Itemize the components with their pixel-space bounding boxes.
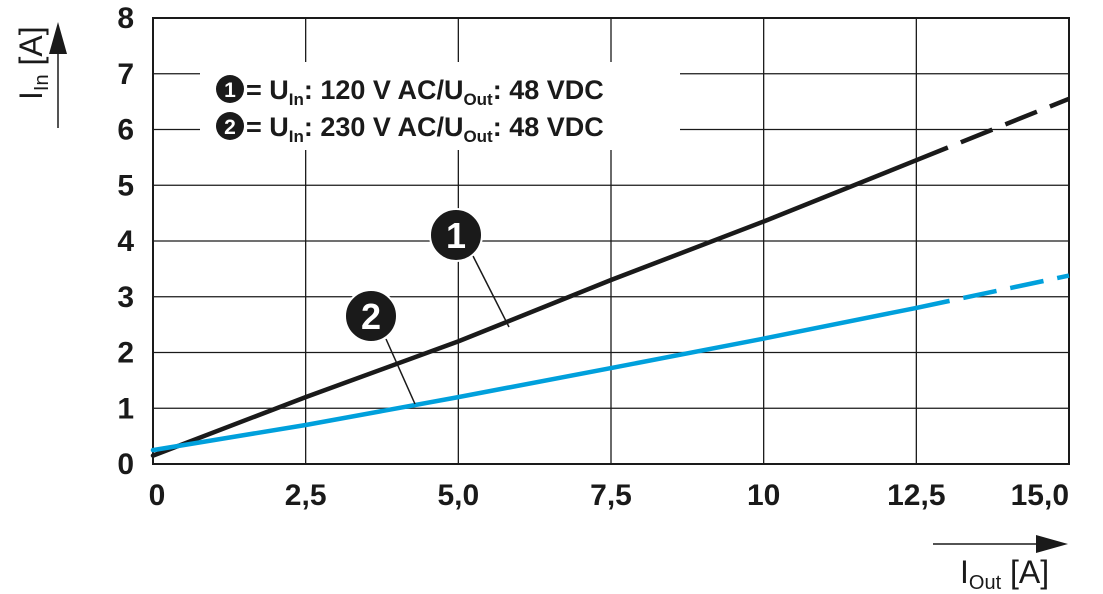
y-tick-label: 8 [117,2,134,35]
callout-marker-1 [429,208,483,262]
x-axis-arrow-head [1036,535,1068,553]
y-tick-label: 0 [117,448,134,481]
legend-marker-2 [216,112,244,140]
legend-entry-1: = UIn: 120 V AC/UOut: 48 VDC [246,75,604,109]
x-tick-label: 5,0 [437,479,479,512]
series-callouts: 12 [344,208,510,405]
y-tick-labels: 0 1 2 3 4 5 6 7 8 [117,2,134,481]
x-axis-title: IOut [A] [960,554,1049,594]
legend-marker-label: 2 [224,116,236,139]
legend-entry-2: = UIn: 230 V AC/UOut: 48 VDC [246,112,604,146]
y-tick-label: 5 [117,169,134,202]
series-lines [150,96,1070,458]
plot-frame [152,17,1070,465]
y-tick-label: 1 [117,392,134,425]
x-tick-labels: 0 2,5 5,0 7,5 10 12,5 15,0 [149,479,1069,512]
legend-background [200,62,680,150]
callout-marker-2 [344,289,398,343]
y-tick-label: 2 [117,337,134,370]
series-2-dashed-line [915,273,1070,311]
plot-border [152,17,1070,465]
y-axis-title: IIn [A] [13,26,53,100]
callout-marker-label: 1 [446,215,466,256]
x-tick-label: 2,5 [285,479,327,512]
callout-leader-1 [472,255,510,328]
series-1-line [150,157,919,458]
series-2-line [150,305,919,453]
y-tick-label: 6 [117,114,134,147]
x-tick-label: 15,0 [1011,479,1069,512]
legend-marker-label: 1 [224,79,236,102]
x-tick-label: 12,5 [887,479,945,512]
y-tick-label: 3 [117,281,134,314]
legend: 1 = UIn: 120 V AC/UOut: 48 VDC 2 = UIn: 2… [200,62,680,150]
series-1-dashed-line [915,96,1070,163]
axis-titles: IOut [A] IIn [A] [13,22,1068,594]
x-tick-label: 0 [149,479,166,512]
y-tick-label: 4 [117,225,134,258]
y-tick-label: 7 [117,58,134,91]
callout-leader-2 [385,338,416,405]
x-tick-label: 7,5 [590,479,632,512]
x-tick-label: 10 [747,479,780,512]
y-axis-arrow-head [49,22,67,54]
callout-marker-label: 2 [361,296,381,337]
legend-marker-1 [216,75,244,103]
